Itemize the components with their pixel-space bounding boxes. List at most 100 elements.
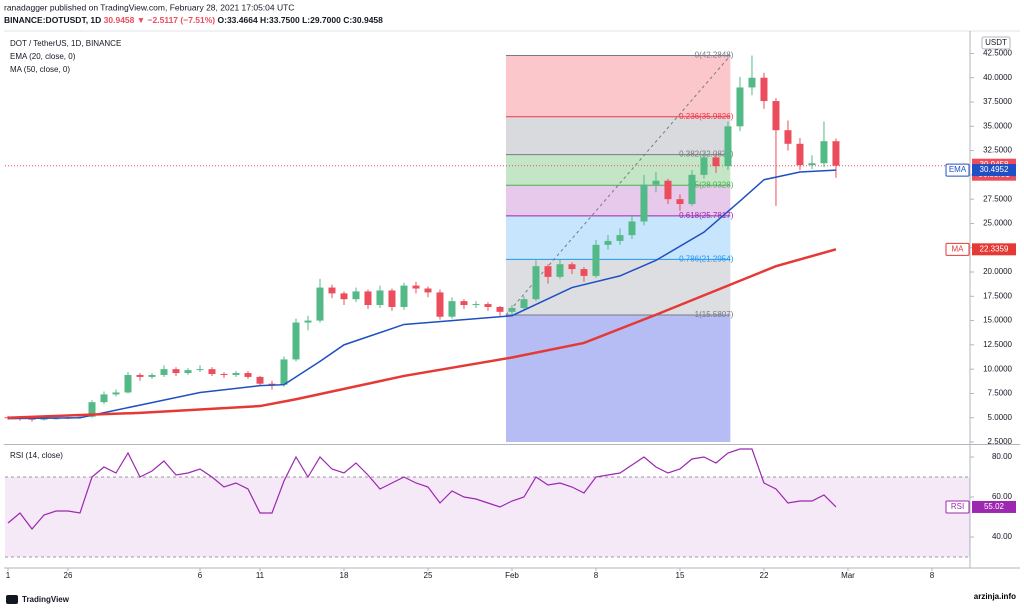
price: 30.9458: [104, 15, 135, 25]
rsi-value-tag: [972, 500, 1016, 513]
candle-body: [508, 307, 516, 312]
y-tick-label: 40.0000: [983, 73, 1012, 82]
candle-body: [424, 288, 432, 293]
candle-body: [664, 180, 672, 200]
candle-body: [148, 374, 156, 377]
y-tick-label: 2.5000: [988, 437, 1013, 446]
candle-body: [220, 374, 228, 376]
candle-body: [784, 130, 792, 144]
y-tick-label: 20.0000: [983, 267, 1012, 276]
candle-body: [232, 373, 240, 375]
candle-body: [832, 141, 840, 166]
fib-label: 0.236(35.9826): [679, 112, 734, 121]
rsi-value: 55.02: [984, 502, 1005, 511]
y-tick-label: 10.0000: [983, 364, 1012, 373]
x-tick-label: 25: [424, 571, 433, 580]
y-tick-label: 7.5000: [988, 389, 1013, 398]
candle-body: [196, 369, 204, 371]
fib-label: 0(42.2848): [695, 51, 734, 60]
fib-label: 0.618(25.7817): [679, 211, 734, 220]
ema-name-tag: [945, 163, 970, 177]
candle-body: [352, 291, 360, 300]
x-tick-label: 22: [760, 571, 769, 580]
rsi-line: [7, 448, 837, 530]
rsi-tick-label: 60.00: [992, 492, 1013, 501]
candle-body: [688, 174, 696, 205]
candle-body: [100, 394, 108, 403]
y-tick-label: 42.5000: [983, 49, 1012, 58]
x-tick-label: 6: [198, 571, 203, 580]
rsi-legend: RSI (14, close): [10, 451, 63, 460]
candle-body: [412, 285, 420, 289]
indicator-line: [7, 169, 837, 420]
candle-body: [4, 417, 12, 419]
fib-label: 0.786(21.2954): [679, 255, 734, 264]
candle-body: [448, 301, 456, 317]
candle-body: [304, 320, 312, 323]
ma-legend: MA (50, close, 0): [10, 65, 70, 74]
rsi-tick-label: 80.00: [992, 452, 1013, 461]
candle-body: [604, 240, 612, 245]
published-line: ranadagger published on TradingView.com,…: [4, 2, 294, 12]
candle-body: [172, 369, 180, 374]
y-tick-label: 17.5000: [983, 291, 1012, 300]
candle-body: [40, 418, 48, 420]
candle-body: [112, 392, 120, 395]
fib-zone: [505, 259, 731, 315]
candle-body: [328, 287, 336, 294]
brand: TradingView: [6, 595, 70, 604]
x-tick-label: Mar: [841, 571, 855, 580]
candle-body: [292, 322, 300, 360]
candle-body: [820, 141, 828, 164]
ema-name: EMA: [949, 165, 967, 174]
candle-body: [388, 290, 396, 307]
candle-body: [628, 221, 636, 236]
candle-body: [532, 266, 540, 300]
candle-body: [460, 301, 468, 306]
candle-body: [520, 299, 528, 308]
y-tick-label: 5.0000: [988, 413, 1013, 422]
ma-name: MA: [952, 244, 965, 253]
candle-body: [208, 369, 216, 375]
candle-body: [340, 293, 348, 300]
candle-body: [160, 369, 168, 375]
ohlc: O:33.4664 H:33.7500 L:29.7000 C:30.9458: [218, 15, 384, 25]
candle-body: [436, 292, 444, 317]
candle-body: [592, 244, 600, 276]
rsi-tick-label: 40.00: [992, 532, 1013, 541]
candle-body: [700, 157, 708, 175]
currency: USDT: [985, 38, 1007, 47]
candle-body: [376, 290, 384, 306]
fib-zone: [505, 314, 731, 442]
candle-body: [544, 266, 552, 277]
fib-zone: [505, 55, 731, 117]
candle-body: [676, 199, 684, 205]
candle-body: [256, 376, 264, 384]
candle-body: [616, 235, 624, 241]
candle-body: [796, 143, 804, 166]
y-tick-label: 12.5000: [983, 340, 1012, 349]
candle-body: [244, 373, 252, 377]
ma-name-tag: [945, 242, 970, 256]
ema-legend: EMA (20, close, 0): [10, 52, 76, 61]
candle-body: [268, 383, 276, 385]
y-tick-label: 32.5000: [983, 146, 1012, 155]
x-tick-label: 18: [340, 571, 349, 580]
candle-body: [28, 418, 36, 420]
indicator-line: [7, 248, 837, 419]
candle-body: [736, 87, 744, 127]
rsi-name-tag: [945, 500, 970, 514]
fib-label: 1(15.5807): [695, 310, 734, 319]
candle-body: [808, 163, 816, 166]
candle-body: [580, 269, 588, 276]
x-tick-label: 8: [594, 571, 599, 580]
candle-body: [724, 126, 732, 167]
y-tick-label: 25.0000: [983, 219, 1012, 228]
chart-title: DOT / TetherUS, 1D, BINANCE: [10, 39, 121, 48]
x-tick-label: Feb: [505, 571, 519, 580]
y-tick-label: 37.5000: [983, 97, 1012, 106]
fib-label: 0.5(28.9328): [688, 180, 734, 189]
ma-value-tag: [972, 243, 1016, 256]
candle-body: [748, 77, 756, 88]
brand-name: TradingView: [22, 595, 70, 604]
